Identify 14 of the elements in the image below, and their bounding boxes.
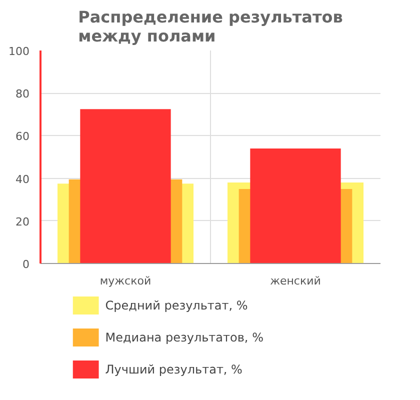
y-tick-label: 20 [16, 215, 30, 228]
y-tick-label: 80 [16, 88, 30, 101]
chart-title: Распределение результатов между полами [78, 8, 343, 46]
y-tick-label: 100 [8, 45, 30, 58]
y-tick-label: 40 [16, 172, 30, 186]
y-tick-label: 0 [22, 258, 30, 271]
legend-label: Лучший результат, % [105, 362, 242, 376]
bar [250, 148, 341, 264]
legend-label: Медиана результатов, % [105, 330, 264, 344]
bar [80, 109, 171, 264]
x-tick-label: женский [270, 274, 321, 288]
legend-label: Средний результат, % [105, 298, 248, 312]
y-tick-label: 60 [16, 130, 30, 144]
x-tick-label: мужской [100, 274, 152, 288]
